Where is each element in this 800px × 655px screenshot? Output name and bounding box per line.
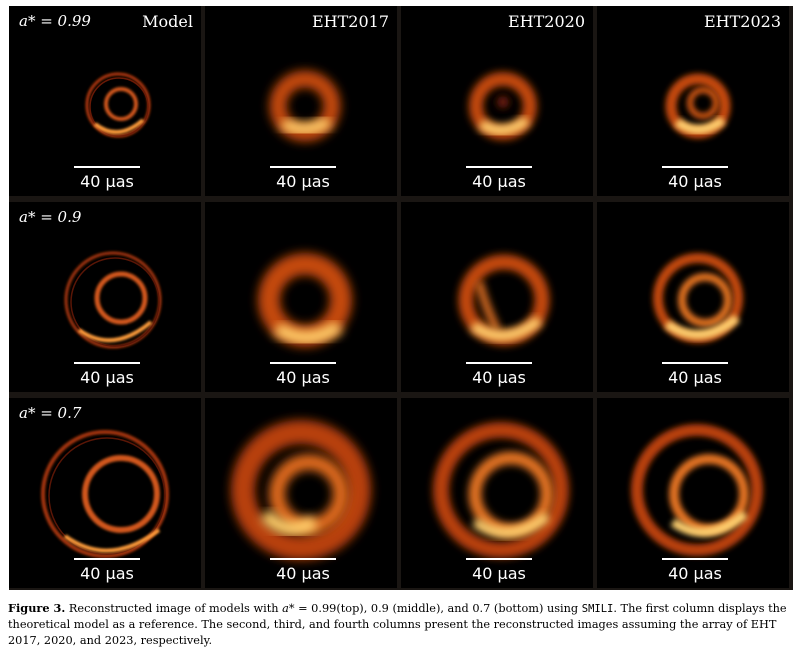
column-title: EHT2017 bbox=[311, 12, 389, 31]
spin-label: a* = 0.99 bbox=[19, 12, 91, 30]
panel-eht2020-07: 40 μas bbox=[401, 398, 593, 588]
scale-bar-label: 40 μas bbox=[472, 368, 526, 387]
caption-method: SMILI bbox=[581, 603, 614, 615]
scale-bar bbox=[662, 166, 728, 168]
scale-bar bbox=[466, 166, 532, 168]
scale-bar bbox=[662, 558, 728, 560]
caption-text: 0.99(top), 0.9 (middle), and 0.7 (bottom… bbox=[311, 602, 582, 615]
spin-label: a* = 0.9 bbox=[19, 208, 82, 226]
scale-bar-label: 40 μas bbox=[80, 172, 134, 191]
figure-grid: a* = 0.99 Model 40 μas EHT2017 40 μas EH… bbox=[9, 6, 793, 590]
scale-bar bbox=[466, 362, 532, 364]
scale-bar-label: 40 μas bbox=[80, 368, 134, 387]
caption-text: Reconstructed image of models with bbox=[65, 602, 283, 615]
ring-image bbox=[258, 253, 352, 347]
caption-math: a* = bbox=[282, 602, 312, 615]
ring-image bbox=[458, 254, 550, 346]
scale-bar-label: 40 μas bbox=[276, 368, 330, 387]
scale-bar-label: 40 μas bbox=[668, 564, 722, 583]
ring-image bbox=[665, 73, 731, 139]
spin-label: a* = 0.7 bbox=[19, 404, 82, 422]
column-title: EHT2020 bbox=[507, 12, 585, 31]
ring-image bbox=[64, 251, 162, 349]
figure-label: Figure 3. bbox=[8, 601, 66, 615]
panel-eht2017-099: EHT2017 40 μas bbox=[205, 6, 397, 196]
ring-image bbox=[433, 422, 569, 558]
figure-caption: Figure 3. Reconstructed image of models … bbox=[8, 600, 793, 649]
scale-bar-label: 40 μas bbox=[472, 172, 526, 191]
panel-model-07: a* = 0.7 40 μas bbox=[9, 398, 201, 588]
scale-bar bbox=[466, 558, 532, 560]
scale-bar bbox=[74, 558, 140, 560]
ring-image bbox=[469, 72, 537, 140]
scale-bar bbox=[270, 558, 336, 560]
column-title: Model bbox=[142, 12, 193, 31]
panel-model-09: a* = 0.9 40 μas bbox=[9, 202, 201, 392]
scale-bar bbox=[270, 362, 336, 364]
ring-image bbox=[85, 72, 151, 138]
column-title: EHT2023 bbox=[703, 12, 781, 31]
scale-bar-label: 40 μas bbox=[668, 172, 722, 191]
panel-eht2023-09: 40 μas bbox=[597, 202, 789, 392]
panel-eht2020-09: 40 μas bbox=[401, 202, 593, 392]
scale-bar bbox=[662, 362, 728, 364]
scale-bar bbox=[74, 166, 140, 168]
scale-bar-label: 40 μas bbox=[80, 564, 134, 583]
panel-eht2020-099: EHT2020 40 μas bbox=[401, 6, 593, 196]
caption-text: . The first column displays the theoreti… bbox=[8, 602, 787, 647]
panel-eht2023-099: EHT2023 40 μas bbox=[597, 6, 789, 196]
ring-image bbox=[269, 70, 341, 142]
scale-bar-label: 40 μas bbox=[472, 564, 526, 583]
ring-image bbox=[41, 430, 169, 558]
ring-image bbox=[231, 420, 371, 560]
scale-bar bbox=[270, 166, 336, 168]
panel-eht2023-07: 40 μas bbox=[597, 398, 789, 588]
panel-eht2017-09: 40 μas bbox=[205, 202, 397, 392]
panel-model-099: a* = 0.99 Model 40 μas bbox=[9, 6, 201, 196]
scale-bar-label: 40 μas bbox=[668, 368, 722, 387]
scale-bar-label: 40 μas bbox=[276, 564, 330, 583]
scale-bar bbox=[74, 362, 140, 364]
scale-bar-label: 40 μas bbox=[276, 172, 330, 191]
panel-eht2017-07: 40 μas bbox=[205, 398, 397, 588]
ring-image bbox=[653, 253, 743, 343]
ring-image bbox=[631, 424, 763, 556]
